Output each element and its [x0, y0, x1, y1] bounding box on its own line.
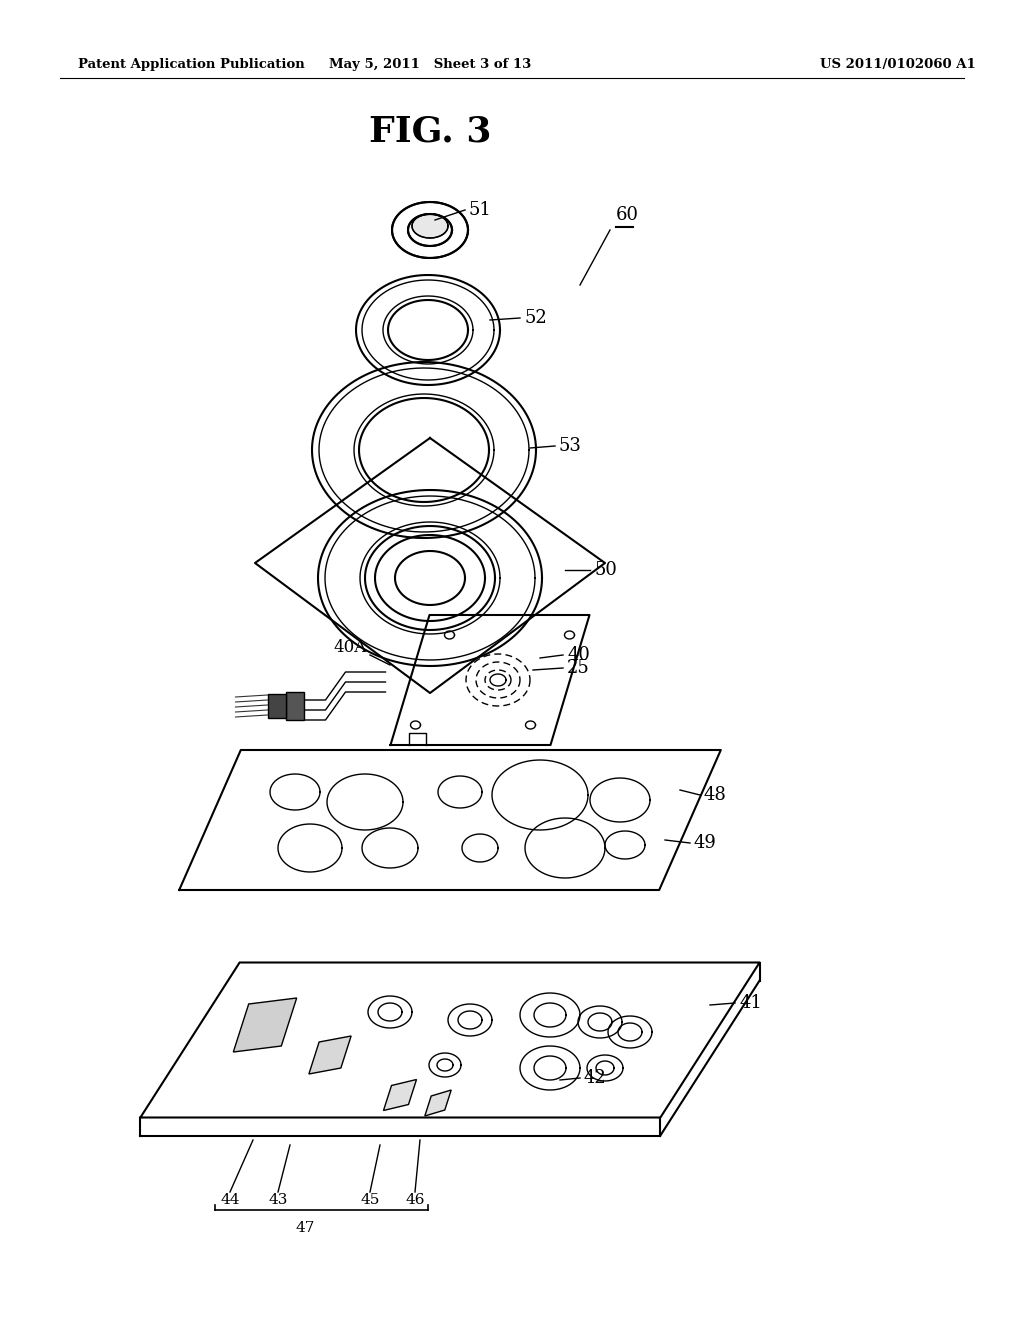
Bar: [286, 692, 303, 719]
Text: 40: 40: [567, 645, 590, 664]
Bar: [267, 694, 286, 718]
Text: Patent Application Publication: Patent Application Publication: [78, 58, 305, 71]
Text: FIG. 3: FIG. 3: [369, 115, 492, 149]
Text: 42: 42: [584, 1069, 607, 1086]
Text: 41: 41: [739, 994, 762, 1012]
Text: 40A: 40A: [333, 639, 367, 656]
Polygon shape: [309, 1036, 351, 1074]
Text: 53: 53: [559, 437, 582, 455]
Polygon shape: [233, 998, 297, 1052]
Text: 45: 45: [360, 1193, 380, 1206]
Polygon shape: [384, 1080, 417, 1110]
Polygon shape: [425, 1090, 452, 1115]
Text: 43: 43: [268, 1193, 288, 1206]
Text: 47: 47: [295, 1221, 314, 1236]
Text: 50: 50: [594, 561, 616, 579]
Text: 49: 49: [694, 834, 717, 851]
Text: 46: 46: [406, 1193, 425, 1206]
Text: May 5, 2011   Sheet 3 of 13: May 5, 2011 Sheet 3 of 13: [329, 58, 531, 71]
Text: 51: 51: [468, 201, 490, 219]
Text: 60: 60: [616, 206, 639, 224]
Text: US 2011/0102060 A1: US 2011/0102060 A1: [820, 58, 976, 71]
Ellipse shape: [412, 214, 449, 238]
Text: 52: 52: [524, 309, 547, 327]
Text: 25: 25: [567, 659, 590, 677]
Text: 44: 44: [220, 1193, 240, 1206]
Text: 48: 48: [705, 785, 727, 804]
